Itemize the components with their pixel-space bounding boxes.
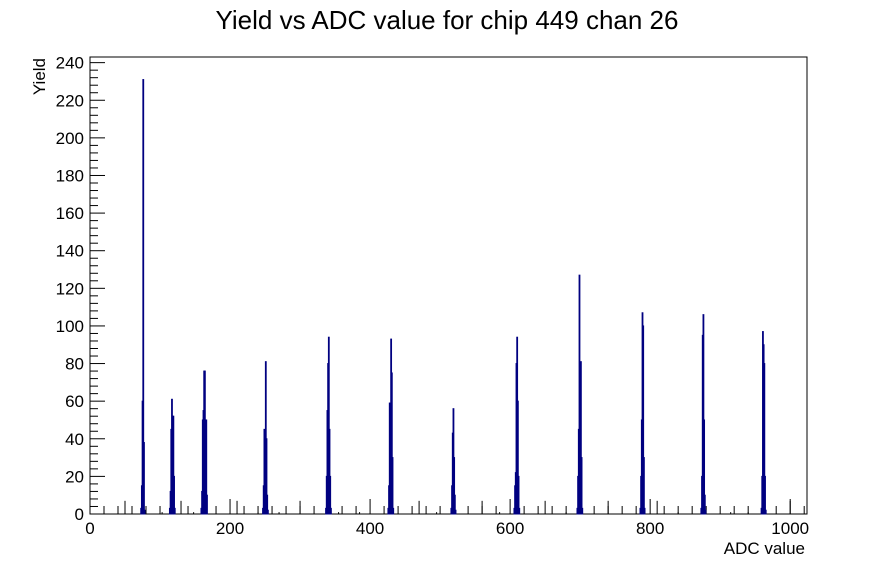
histogram-bin [266, 509, 269, 515]
histogram-bin [581, 507, 584, 515]
histogram-bin [143, 509, 146, 515]
peak-3 [200, 370, 208, 515]
y-tick-label: 20 [65, 467, 84, 486]
y-tick-label: 160 [56, 204, 84, 223]
histogram-bin [330, 507, 332, 515]
histogram-bars [124, 79, 791, 515]
histogram-bin [764, 509, 767, 515]
peak-7 [450, 408, 457, 515]
histogram-bin [704, 509, 707, 515]
plot-frame-rect [89, 56, 808, 515]
x-axis-label: ADC value [724, 539, 805, 558]
y-tick-label: 240 [56, 54, 84, 73]
peak-9 [576, 274, 584, 515]
plot-frame [89, 56, 808, 515]
y-tick-label: 200 [56, 129, 84, 148]
x-tick-label: 1000 [771, 519, 809, 538]
y-axis: 0 20 40 60 80 100 120 140 160 180 200 220 240 [56, 54, 105, 524]
peak-12 [760, 331, 767, 515]
histogram-bin [391, 457, 394, 515]
y-tick-label: 180 [56, 166, 84, 185]
histogram-bin [518, 507, 521, 515]
histogram-bin [206, 494, 208, 515]
histogram-bin [143, 442, 145, 515]
y-tick-label: 0 [75, 505, 84, 524]
x-tick-label: 600 [496, 519, 524, 538]
histogram-bin [643, 457, 645, 515]
peak-4 [262, 361, 269, 515]
y-tick-label: 220 [56, 91, 84, 110]
peak-6 [387, 338, 395, 515]
y-tick-label: 40 [65, 430, 84, 449]
peak-5 [325, 336, 332, 515]
y-axis-label: Yield [30, 58, 49, 95]
y-tick-label: 100 [56, 317, 84, 336]
histogram-bin [173, 507, 176, 515]
x-axis: 0 200 400 600 800 1000 [85, 499, 809, 538]
histogram-bin [454, 509, 457, 515]
scattered-bins [124, 500, 791, 514]
histogram-bin [764, 475, 766, 515]
histogram-bin [392, 507, 395, 515]
x-tick-label: 800 [636, 519, 664, 538]
histogram-bin [580, 457, 583, 515]
y-tick-label: 120 [56, 279, 84, 298]
x-tick-label: 0 [85, 519, 94, 538]
y-tick-label: 60 [65, 392, 84, 411]
x-tick-label: 200 [216, 519, 244, 538]
peak-10 [639, 312, 646, 515]
histogram-bin [643, 507, 646, 515]
peak-2 [168, 398, 176, 515]
peak-8 [513, 336, 521, 515]
y-tick-label: 80 [65, 355, 84, 374]
peak-1 [140, 79, 146, 515]
x-tick-label: 400 [356, 519, 384, 538]
y-tick-label: 140 [56, 242, 84, 261]
chart-title: Yield vs ADC value for chip 449 chan 26 [216, 5, 679, 35]
peak-11 [700, 314, 707, 515]
